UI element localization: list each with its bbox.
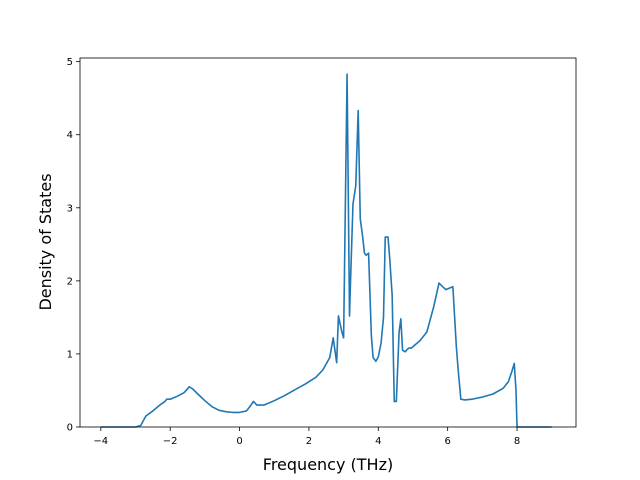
y-tick-label: 4 — [67, 130, 73, 141]
axes-frame — [79, 57, 577, 428]
x-tick-label: 4 — [375, 436, 381, 447]
x-tick-label: −4 — [93, 436, 108, 447]
x-tick-label: 8 — [514, 436, 520, 447]
y-tick-label: 3 — [67, 203, 73, 214]
y-tick-label: 1 — [67, 349, 73, 360]
x-tick-label: −2 — [163, 436, 178, 447]
x-tick-label: 2 — [306, 436, 312, 447]
x-tick-label: 0 — [236, 436, 242, 447]
plot-area — [79, 57, 577, 428]
dos-series-line — [100, 73, 552, 428]
x-axis-ticks: −4 −2 0 2 4 6 8 — [93, 427, 520, 447]
y-tick-label: 5 — [67, 57, 73, 68]
y-tick-label: 0 — [67, 423, 73, 434]
x-axis-label: Frequency (THz) — [263, 455, 393, 474]
y-tick-label: 2 — [67, 276, 73, 287]
y-axis-label: Density of States — [36, 173, 55, 310]
x-tick-label: 6 — [444, 436, 450, 447]
y-axis-ticks: 0 1 2 3 4 5 — [67, 57, 80, 434]
